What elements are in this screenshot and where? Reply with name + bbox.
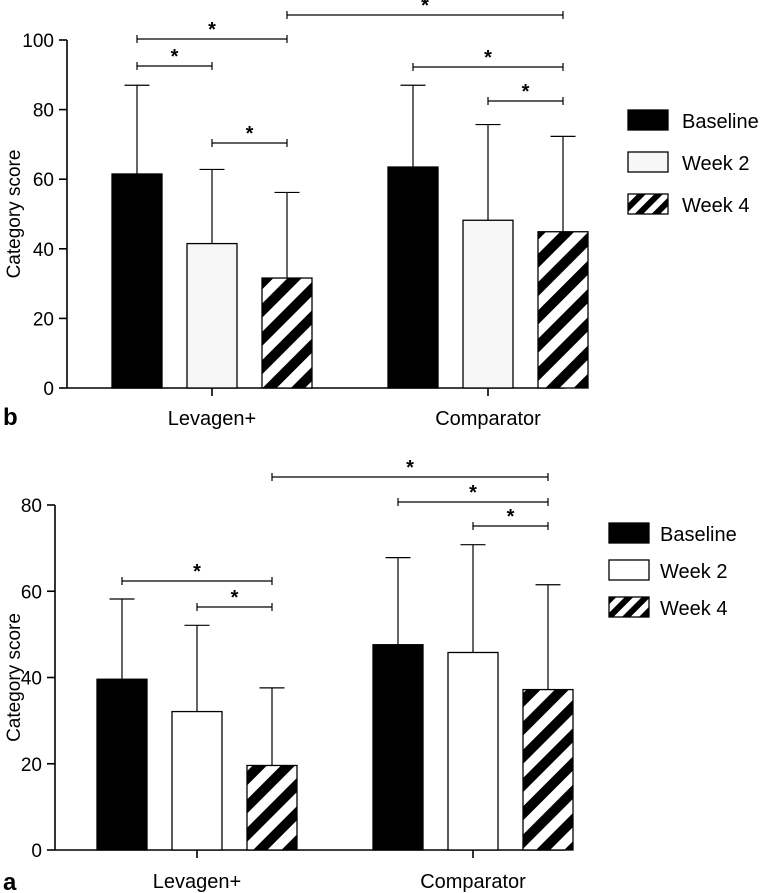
significance-marker: * — [484, 47, 492, 69]
category-label: Levagen+ — [168, 408, 256, 430]
legend-label: Week 4 — [660, 598, 727, 620]
legend-swatch-week-4 — [608, 596, 650, 618]
y-axis-title: Category score — [4, 613, 25, 742]
bar-baseline — [372, 644, 424, 851]
chart-panel-b: 0 20 40 60 80 100 Category score Levagen+ Compar… — [3, 0, 759, 431]
bar-baseline — [96, 678, 148, 851]
y-axis-title: Category score — [4, 150, 25, 279]
panel-letter: b — [3, 404, 18, 431]
legend: Baseline Week 2 Week 4 — [608, 522, 737, 620]
legend-label: Baseline — [660, 524, 737, 546]
significance-marker: * — [231, 587, 239, 609]
legend: Baseline Week 2 Week 4 — [627, 109, 759, 217]
bar-week-4 — [537, 231, 589, 389]
y-tick-label: 80 — [33, 101, 54, 122]
bar-week-2 — [186, 242, 238, 389]
y-tick-label: 40 — [33, 240, 54, 261]
y-tick-label: 20 — [33, 309, 54, 330]
significance-marker: * — [193, 561, 201, 583]
bar-week-4 — [522, 688, 574, 851]
significance-marker: * — [421, 0, 429, 17]
bar-baseline — [111, 173, 163, 389]
significance-marker: * — [208, 19, 216, 41]
legend-label: Baseline — [682, 111, 759, 133]
significance-marker: * — [522, 81, 530, 103]
legend-swatch-week-2 — [627, 151, 669, 173]
bar-week-4 — [246, 764, 298, 851]
y-tick-label: 0 — [43, 379, 54, 400]
y-tick-label: 60 — [21, 582, 42, 603]
bar-baseline — [387, 166, 439, 389]
legend-swatch-week-4 — [627, 193, 669, 215]
category-label: Comparator — [435, 408, 541, 430]
category-label: Comparator — [420, 871, 526, 893]
y-tick-label: 100 — [22, 31, 54, 52]
bar-week-2 — [447, 651, 499, 851]
y-tick-label: 80 — [21, 496, 42, 517]
chart-panel-a: 0 20 40 60 80 Category score Levagen+ Comparato… — [3, 457, 737, 893]
significance-marker: * — [469, 482, 477, 504]
significance-marker: * — [171, 46, 179, 68]
legend-label: Week 2 — [660, 561, 727, 583]
bar-week-2 — [462, 219, 514, 389]
significance-marker: * — [406, 457, 414, 479]
legend-swatch-baseline — [627, 109, 669, 131]
y-tick-label: 60 — [33, 170, 54, 191]
legend-label: Week 4 — [682, 195, 749, 217]
panel-letter: a — [3, 869, 17, 893]
bar-week-2 — [171, 710, 223, 851]
y-tick-label: 20 — [21, 755, 42, 776]
y-tick-label: 40 — [21, 669, 42, 690]
significance-marker: * — [246, 123, 254, 145]
bar-week-4 — [261, 277, 313, 389]
legend-label: Week 2 — [682, 153, 749, 175]
legend-swatch-baseline — [608, 522, 650, 544]
category-label: Levagen+ — [153, 871, 241, 893]
legend-swatch-week-2 — [608, 559, 650, 581]
y-tick-label: 0 — [31, 841, 42, 862]
significance-marker: * — [507, 506, 515, 528]
